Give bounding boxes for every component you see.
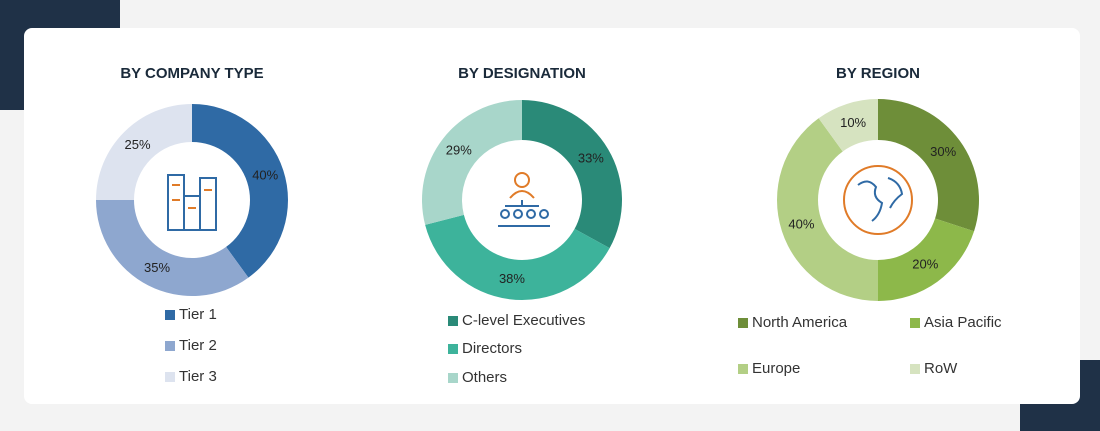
legend-label: Others [462,369,507,386]
legend-swatch [165,310,175,320]
slice-label: 20% [912,257,938,272]
legend-swatch [165,372,175,382]
slice-label: 33% [578,151,604,166]
chart-title: BY REGION [836,65,920,82]
donut-slice [192,104,288,278]
legend-swatch [448,373,458,383]
legend-label: North America [752,314,848,331]
slice-label: 35% [144,260,170,275]
legend-swatch [910,318,920,328]
donut-slice [96,200,249,296]
legend-swatch [165,341,175,351]
legend-label: Tier 2 [179,337,217,354]
donut-slice [777,118,878,302]
chart-title: BY DESIGNATION [458,65,586,82]
people-icon [498,172,550,227]
globe-icon [843,165,913,235]
legend-swatch [448,316,458,326]
legend-label: Directors [462,340,522,357]
slice-label: 29% [446,142,472,157]
donut-slice [818,99,878,152]
legend-swatch [738,364,748,374]
slice-label: 38% [499,271,525,286]
donut-slice [878,99,979,232]
legend-swatch [738,318,748,328]
chart-title: BY COMPANY TYPE [120,65,263,82]
legend-swatch [448,344,458,354]
icons [167,165,913,235]
legend-label: C-level Executives [462,312,585,329]
legend-label: RoW [924,360,958,377]
building-icon [167,174,217,231]
slice-label: 40% [788,216,814,231]
donut-slice [96,104,192,200]
legend-label: Europe [752,360,800,377]
slice-label: 30% [930,144,956,159]
slice-label: 40% [252,168,278,183]
legend-swatch [910,364,920,374]
donut-slice [878,218,975,301]
legend-label: Tier 3 [179,368,217,385]
slice-label: 10% [840,115,866,130]
slice-label: 25% [125,137,151,152]
donut-slice [425,214,610,300]
donut-slice [522,100,622,249]
donut-slice [422,100,522,225]
legend-label: Asia Pacific [924,314,1002,331]
legend-label: Tier 1 [179,306,217,323]
